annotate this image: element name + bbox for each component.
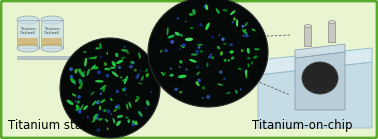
Ellipse shape [231, 56, 234, 60]
Ellipse shape [83, 105, 88, 110]
Ellipse shape [175, 32, 180, 36]
Ellipse shape [85, 58, 87, 60]
Ellipse shape [148, 0, 268, 107]
Ellipse shape [112, 61, 116, 67]
Ellipse shape [110, 113, 112, 115]
Ellipse shape [77, 100, 80, 104]
Ellipse shape [120, 76, 122, 79]
Ellipse shape [230, 10, 235, 15]
Ellipse shape [245, 69, 247, 75]
Ellipse shape [116, 121, 121, 126]
Ellipse shape [138, 82, 142, 84]
Ellipse shape [106, 52, 108, 55]
Ellipse shape [87, 116, 89, 118]
Ellipse shape [105, 119, 108, 122]
Ellipse shape [244, 70, 248, 73]
Ellipse shape [232, 21, 234, 23]
Ellipse shape [130, 61, 134, 64]
Ellipse shape [124, 46, 125, 48]
Ellipse shape [198, 46, 201, 49]
Ellipse shape [110, 67, 115, 69]
Ellipse shape [151, 0, 265, 104]
Ellipse shape [226, 92, 230, 94]
Text: Titanium
Disk/well: Titanium Disk/well [44, 27, 60, 35]
Ellipse shape [115, 53, 118, 57]
Ellipse shape [116, 90, 119, 93]
Ellipse shape [246, 73, 247, 78]
Ellipse shape [179, 48, 181, 50]
Ellipse shape [102, 109, 105, 112]
Ellipse shape [77, 95, 81, 99]
Ellipse shape [146, 75, 148, 77]
Ellipse shape [238, 68, 242, 70]
Ellipse shape [78, 110, 82, 113]
Ellipse shape [113, 109, 117, 112]
Ellipse shape [105, 68, 111, 70]
Ellipse shape [196, 66, 199, 68]
Ellipse shape [189, 13, 193, 16]
Ellipse shape [185, 21, 186, 22]
Ellipse shape [113, 118, 115, 123]
Ellipse shape [192, 9, 196, 15]
Ellipse shape [121, 49, 128, 52]
Ellipse shape [190, 27, 194, 29]
Ellipse shape [191, 53, 198, 56]
Ellipse shape [126, 52, 129, 54]
Ellipse shape [110, 98, 113, 101]
Ellipse shape [305, 24, 311, 28]
Ellipse shape [125, 94, 127, 96]
Ellipse shape [167, 27, 169, 35]
Text: Titanium static: Titanium static [8, 119, 96, 132]
Ellipse shape [223, 78, 226, 80]
Ellipse shape [170, 40, 174, 44]
Ellipse shape [134, 69, 137, 72]
Ellipse shape [205, 23, 210, 30]
Ellipse shape [203, 5, 206, 8]
Ellipse shape [186, 68, 188, 71]
Ellipse shape [74, 69, 77, 74]
Ellipse shape [118, 66, 121, 69]
Ellipse shape [100, 93, 102, 95]
Ellipse shape [179, 91, 182, 94]
Ellipse shape [197, 71, 200, 75]
Ellipse shape [121, 57, 125, 59]
Ellipse shape [107, 109, 110, 113]
Ellipse shape [161, 72, 163, 74]
Ellipse shape [245, 34, 249, 38]
Ellipse shape [195, 50, 199, 54]
Ellipse shape [96, 101, 99, 104]
Ellipse shape [220, 51, 223, 56]
Ellipse shape [160, 50, 162, 53]
Ellipse shape [245, 22, 248, 26]
Ellipse shape [177, 17, 179, 20]
Ellipse shape [76, 105, 80, 110]
Ellipse shape [136, 96, 139, 99]
Ellipse shape [206, 95, 210, 99]
Ellipse shape [82, 75, 85, 77]
Text: Titanium-on-chip: Titanium-on-chip [252, 119, 353, 132]
Ellipse shape [135, 121, 137, 125]
Ellipse shape [217, 84, 223, 86]
Ellipse shape [97, 129, 100, 132]
Ellipse shape [212, 36, 214, 38]
Ellipse shape [87, 69, 90, 76]
Ellipse shape [132, 61, 135, 64]
Ellipse shape [170, 67, 172, 70]
Ellipse shape [94, 56, 97, 60]
Ellipse shape [95, 80, 104, 83]
Bar [304, 26, 311, 46]
Ellipse shape [248, 63, 249, 68]
Ellipse shape [79, 104, 84, 111]
Ellipse shape [70, 78, 76, 84]
Ellipse shape [79, 79, 83, 87]
Ellipse shape [181, 45, 184, 48]
Ellipse shape [70, 75, 73, 78]
Ellipse shape [185, 38, 193, 41]
Ellipse shape [197, 44, 203, 46]
Ellipse shape [240, 88, 242, 90]
Ellipse shape [137, 73, 140, 77]
Ellipse shape [41, 44, 63, 52]
Ellipse shape [221, 38, 225, 41]
Ellipse shape [67, 100, 73, 105]
